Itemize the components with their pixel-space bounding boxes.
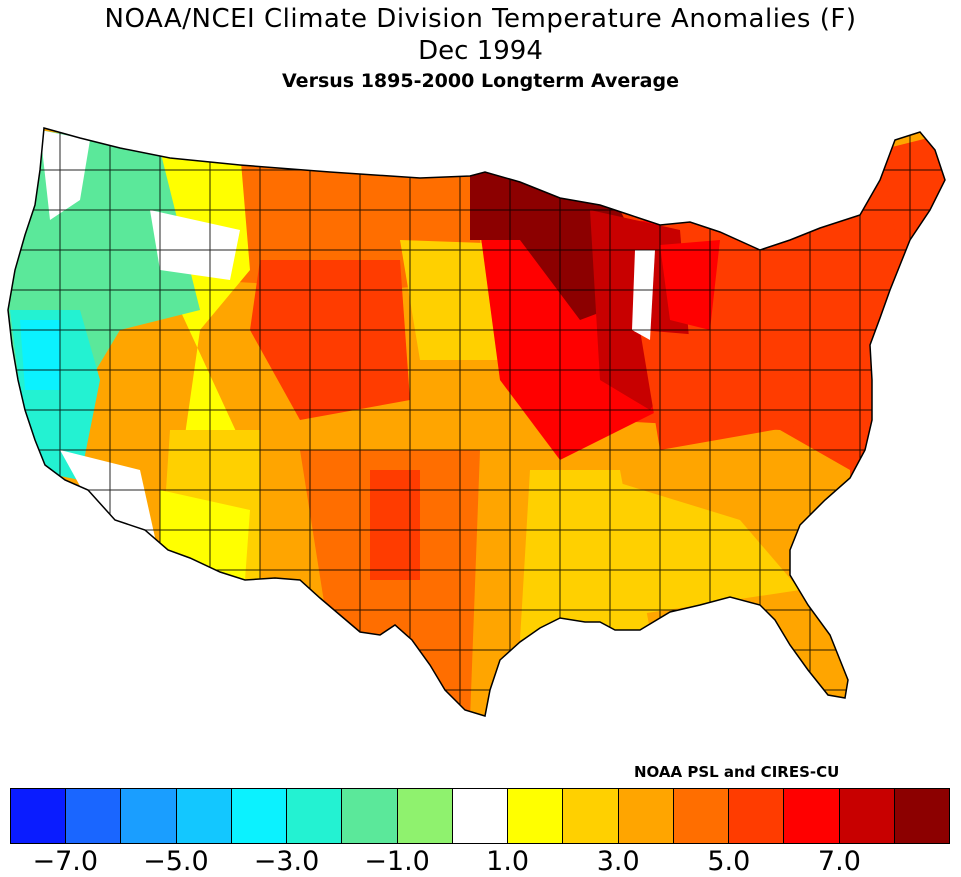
us-climate-division-map (7, 127, 946, 717)
colorbar-tick-label: −3.0 (253, 846, 320, 877)
colorbar-swatch (342, 789, 398, 843)
colorbar-swatch (231, 789, 288, 843)
colorbar-tick-label: −5.0 (143, 846, 209, 877)
map-period: Dec 1994 (418, 36, 543, 66)
colorbar-swatch (397, 789, 453, 843)
credit-label: NOAA PSL and CIRES-CU (634, 763, 840, 781)
colorbar-tick-label: 1.0 (486, 846, 530, 877)
colorbar-swatch (839, 789, 895, 843)
colorbar-tick-label: 5.0 (707, 846, 751, 877)
colorbar-swatch (673, 789, 730, 843)
colorbar (10, 788, 950, 844)
colorbar-swatch (508, 789, 564, 843)
colorbar-tick-label: 3.0 (596, 846, 640, 877)
colorbar-swatch (176, 789, 232, 843)
map-title: NOAA/NCEI Climate Division Temperature A… (104, 4, 857, 34)
colorbar-tick-label: 7.0 (817, 846, 861, 877)
colorbar-swatch (11, 789, 67, 843)
map-subtitle: Versus 1895-2000 Longterm Average (282, 70, 679, 92)
colorbar-swatch (729, 789, 785, 843)
colorbar-swatch (618, 789, 674, 843)
colorbar-swatch (784, 789, 840, 843)
colorbar-swatch (287, 789, 343, 843)
colorbar-swatch (563, 789, 619, 843)
colorbar-swatch (121, 789, 177, 843)
colorbar-ticks: −7.0 −5.0 −3.0 −1.0 1.0 3.0 5.0 7.0 (0, 846, 961, 877)
colorbar-tick-label: −1.0 (364, 846, 430, 877)
colorbar-swatch (66, 789, 122, 843)
colorbar-tick-label: −7.0 (32, 846, 99, 877)
colorbar-swatch (452, 789, 509, 843)
colorbar-swatch (894, 789, 949, 843)
